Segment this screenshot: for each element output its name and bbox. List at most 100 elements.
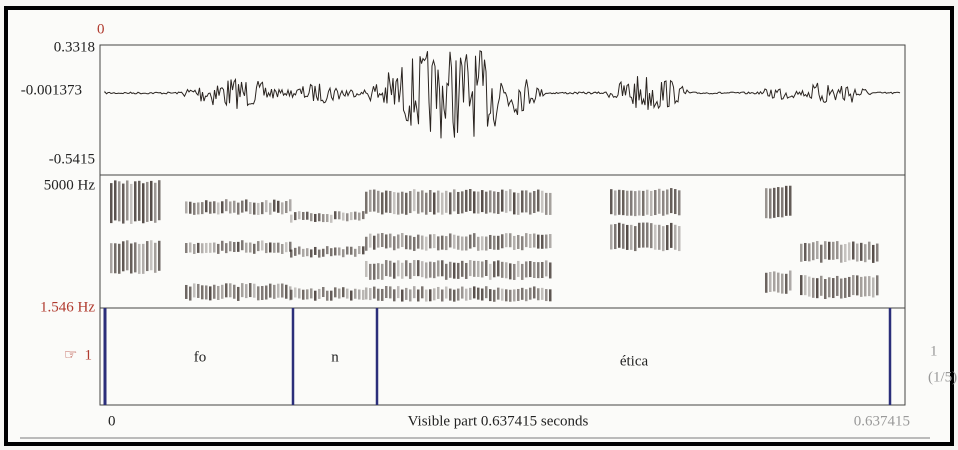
- spectrogram-cell: [638, 222, 641, 248]
- spectrogram-cell: [225, 283, 228, 298]
- spectrogram-cell: [229, 201, 232, 214]
- spectrogram-cell: [409, 235, 412, 250]
- spectrogram-cell: [369, 233, 372, 248]
- spectrogram-cell: [781, 187, 784, 218]
- spectrogram-cell: [545, 260, 548, 277]
- spectrogram-cell: [481, 288, 484, 301]
- spectrogram-cell: [397, 286, 400, 299]
- spectrogram-cell: [298, 246, 301, 255]
- spectrogram-cell: [146, 241, 149, 272]
- spectrogram-cell: [789, 185, 792, 216]
- interval-label[interactable]: fo: [194, 349, 207, 365]
- spectrogram-cell: [217, 243, 220, 254]
- spectrogram-cell: [277, 283, 280, 298]
- spectrogram-cell: [429, 190, 432, 213]
- spectrogram-cell: [473, 286, 476, 299]
- spectrogram-cell: [318, 288, 321, 299]
- spectrogram-cell: [229, 283, 232, 298]
- spectrogram-cell: [537, 234, 540, 249]
- visible-part[interactable]: Visible part 0.637415 seconds: [408, 413, 589, 429]
- spectrogram-cell: [678, 226, 681, 252]
- spectrogram-cell: [377, 190, 380, 213]
- spectrogram-cell: [477, 236, 480, 251]
- spectrogram-cell: [469, 287, 472, 300]
- interval-label[interactable]: n: [331, 349, 339, 365]
- spectrogram-cell: [362, 211, 365, 220]
- spectrogram-cell: [614, 190, 617, 216]
- spectrogram-cell: [389, 190, 392, 213]
- spectrogram-cell: [197, 202, 200, 215]
- spectrogram-cell: [221, 240, 224, 251]
- spectrogram-cell: [517, 260, 520, 277]
- spectrogram-cell: [614, 224, 617, 250]
- spectrogram-cell: [876, 243, 879, 262]
- spectrogram-cell: [417, 234, 420, 249]
- spectrogram-cell: [373, 286, 376, 299]
- spectrogram-cell: [257, 241, 260, 252]
- spectrogram-cell: [844, 277, 847, 298]
- spectrogram-cell: [298, 211, 301, 220]
- spectrogram-cell: [433, 234, 436, 249]
- spectrogram-cell: [310, 213, 313, 222]
- spectrogram-cell: [666, 225, 669, 251]
- spectrogram-cell: [114, 243, 117, 274]
- spectrogram-cell: [322, 214, 325, 223]
- interval-label[interactable]: ética: [620, 353, 649, 369]
- spectrogram-cell: [505, 190, 508, 213]
- spectrogram-cell: [134, 181, 137, 222]
- spectrogram-cell: [189, 286, 192, 301]
- spectrogram-cell: [670, 188, 673, 214]
- spectrogram-cell: [217, 285, 220, 300]
- spectrogram-cell: [338, 288, 341, 299]
- spectrogram-cell: [545, 192, 548, 215]
- spectrogram-cell: [545, 234, 548, 249]
- spectrogram-cell: [485, 191, 488, 214]
- spectrogram-cell: [126, 180, 129, 221]
- spectrogram-cell: [381, 263, 384, 280]
- spectrogram-cell: [457, 191, 460, 214]
- waveform-trace: [104, 50, 901, 139]
- spectrogram-cell: [229, 241, 232, 252]
- spectrogram-cell: [872, 277, 875, 298]
- spectrogram-cell: [860, 242, 863, 261]
- spectrogram-cell: [362, 289, 365, 300]
- spectrogram-cell: [281, 283, 284, 298]
- spectrogram-cell: [409, 191, 412, 214]
- spectrogram-cell: [294, 287, 297, 298]
- spectrogram-cell: [237, 241, 240, 252]
- spectrogram-cell: [213, 284, 216, 299]
- spectrogram-cell: [318, 213, 321, 222]
- spectrogram-cell: [334, 287, 337, 298]
- spectrogram-cell: [497, 287, 500, 300]
- spectrogram-cell: [385, 260, 388, 277]
- spectrogram-cell: [662, 226, 665, 252]
- spectrogram-cell: [285, 201, 288, 214]
- spectrogram-cell: [302, 211, 305, 220]
- spectrogram-cell: [808, 276, 811, 297]
- spectrogram-cell: [381, 233, 384, 248]
- spectrogram-cell: [425, 192, 428, 215]
- spectrogram-cell: [421, 190, 424, 213]
- spectrogram-cell: [610, 189, 613, 215]
- spectrogram-cell: [393, 262, 396, 279]
- spectrogram-cell: [485, 260, 488, 277]
- spectrogram-cell: [852, 241, 855, 260]
- spectrogram-cell: [856, 243, 859, 262]
- spectrogram-cell: [618, 189, 621, 215]
- spectrogram-cell: [437, 190, 440, 213]
- tier-number: 1: [85, 347, 93, 363]
- spectrogram-cell: [142, 183, 145, 224]
- spectrogram-cell: [421, 261, 424, 278]
- spectrogram-cell: [820, 244, 823, 263]
- spectrogram-cell: [277, 242, 280, 253]
- spectrogram-cell: [273, 199, 276, 212]
- spectrogram-cell: [473, 191, 476, 214]
- spectrogram-cell: [493, 289, 496, 302]
- spectrogram-cell: [769, 271, 772, 292]
- spectrogram-cell: [338, 247, 341, 256]
- spectrogram-cell: [461, 286, 464, 299]
- footer-start: 0: [108, 413, 116, 429]
- spectrogram-cell: [473, 233, 476, 248]
- spectrogram-cell: [816, 278, 819, 299]
- spectrogram-cell: [445, 236, 448, 251]
